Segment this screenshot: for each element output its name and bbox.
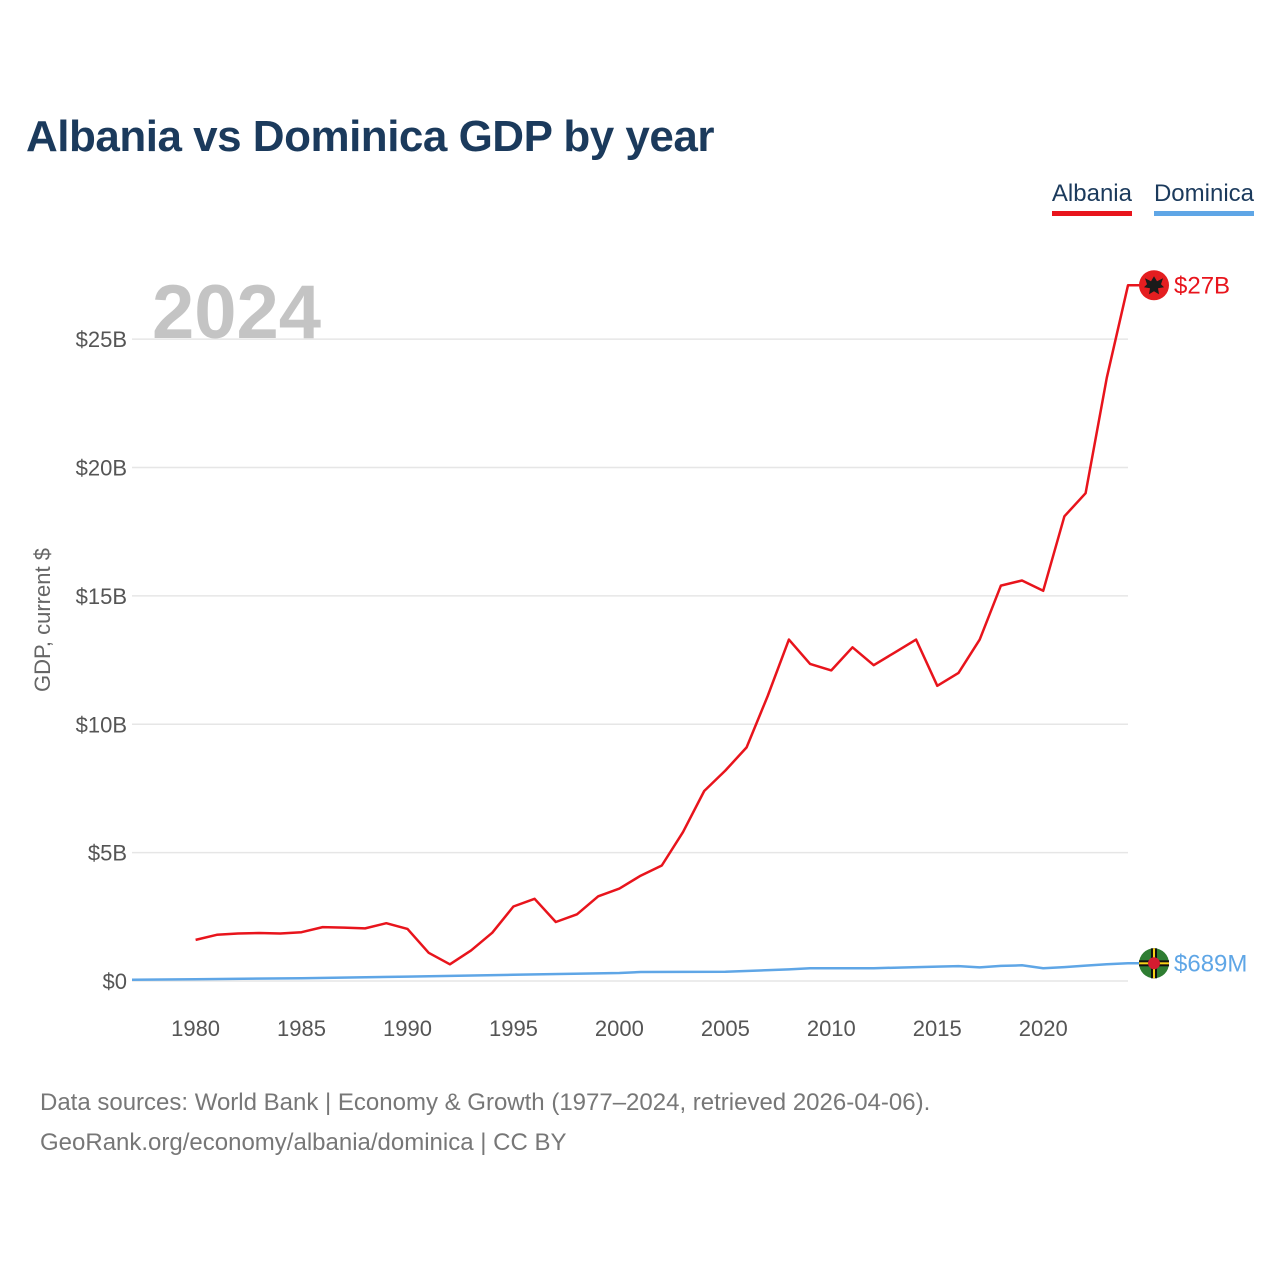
flag-center-disc — [1148, 957, 1160, 970]
series-end-markers: $27B $689M — [1139, 270, 1247, 979]
x-tick-label: 2000 — [595, 1016, 644, 1041]
legend: Albania Dominica — [1051, 180, 1254, 216]
x-tick-label: 2015 — [913, 1016, 962, 1041]
x-tick-label: 1990 — [383, 1016, 432, 1041]
year-stamp: 2024 — [152, 270, 321, 355]
dominica-flag-icon — [1139, 948, 1169, 979]
eagle-emblem-icon — [1144, 276, 1164, 295]
gridlines — [132, 338, 1128, 982]
series-line-dominica[interactable] — [131, 962, 1144, 981]
series-line-albania[interactable] — [195, 284, 1144, 966]
x-tick-label: 1980 — [171, 1016, 220, 1041]
y-tick-label: $10B — [76, 712, 127, 737]
legend-item-albania[interactable]: Albania — [1051, 180, 1132, 216]
legend-item-dominica[interactable]: Dominica — [1153, 180, 1254, 216]
x-tick-label: 1995 — [489, 1016, 538, 1041]
x-tick-label: 2005 — [701, 1016, 750, 1041]
albania-flag-icon — [1139, 270, 1169, 301]
source-line-1: Data sources: World Bank | Economy & Gro… — [40, 1089, 931, 1116]
source-line-2[interactable]: GeoRank.org/economy/albania/dominica | C… — [40, 1129, 567, 1156]
y-tick-label: $0 — [103, 969, 127, 994]
source-note: Data sources: World Bank | Economy & Gro… — [40, 1083, 930, 1163]
x-axis-ticks: 1980 1985 1990 1995 2000 2005 2010 2015 2020 — [171, 1016, 1068, 1041]
y-tick-label: $15B — [76, 584, 127, 609]
y-axis-label: GDP, current $ — [30, 548, 55, 692]
chart-title: Albania vs Dominica GDP by year — [26, 112, 714, 161]
x-tick-label: 1985 — [277, 1016, 326, 1041]
end-value-label-albania: $27B — [1174, 272, 1230, 299]
y-axis-ticks: $0 $5B $10B $15B $20B $25B — [76, 327, 127, 994]
end-value-label-dominica: $689M — [1174, 950, 1247, 977]
y-tick-label: $25B — [76, 327, 127, 352]
y-tick-label: $20B — [76, 456, 127, 481]
series-lines — [131, 284, 1144, 981]
y-tick-label: $5B — [88, 841, 127, 866]
x-tick-label: 2010 — [807, 1016, 856, 1041]
x-tick-label: 2020 — [1019, 1016, 1068, 1041]
